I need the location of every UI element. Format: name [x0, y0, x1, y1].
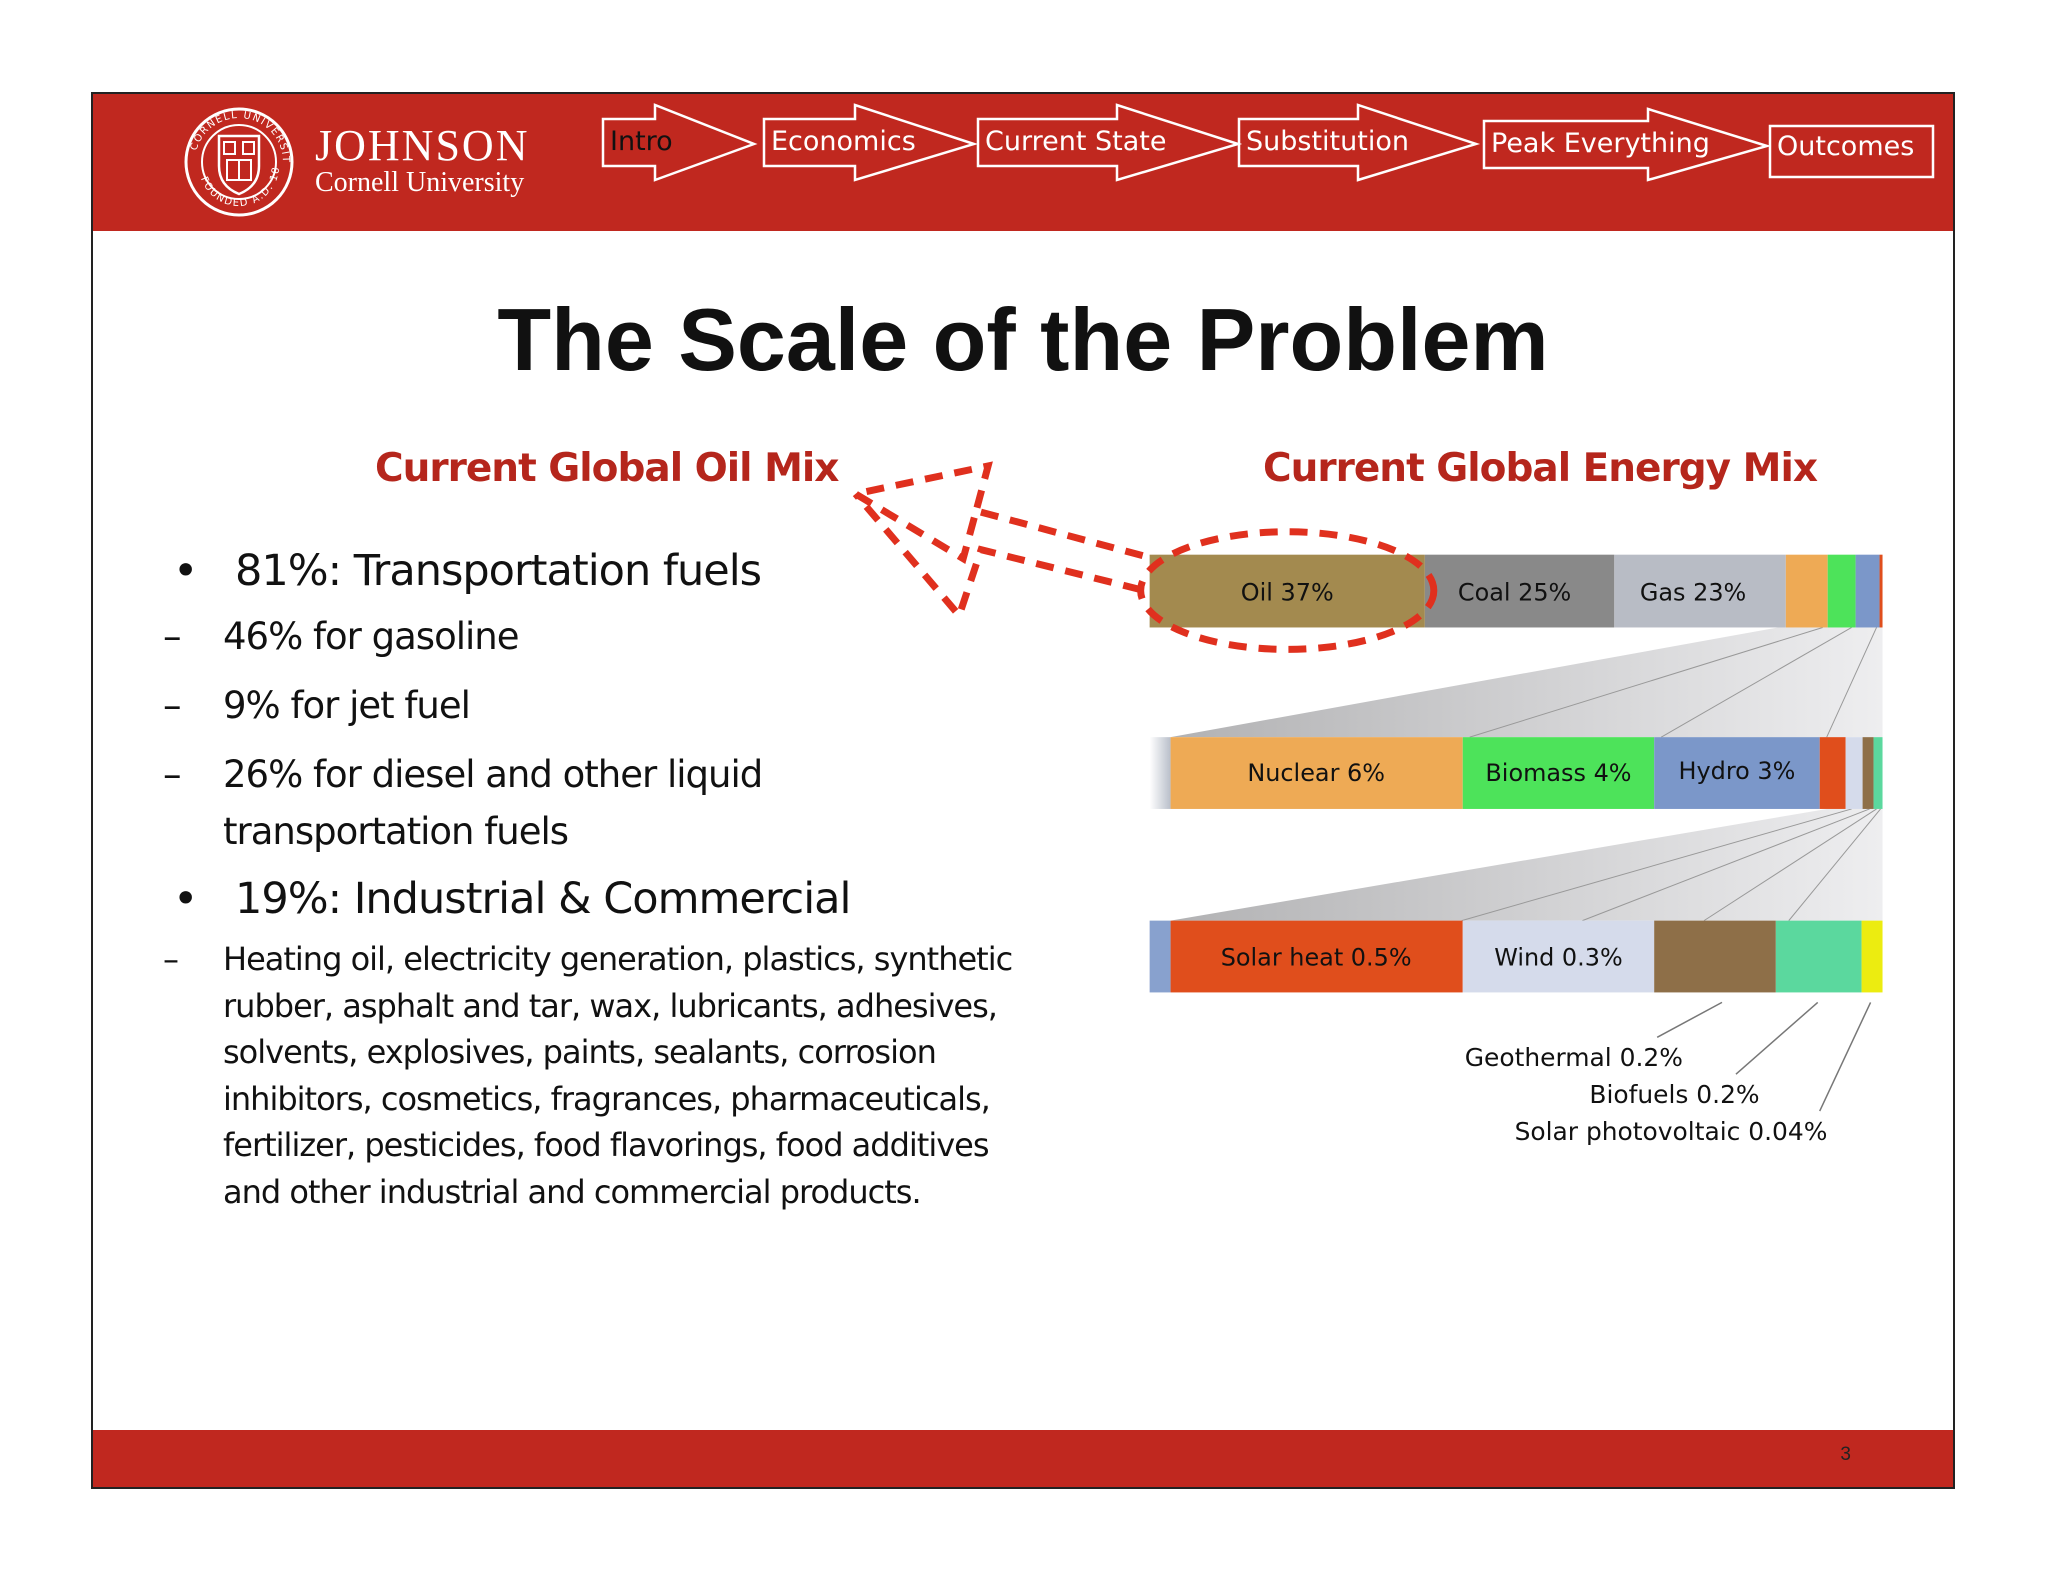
dashed-arrow-icon	[846, 461, 1144, 565]
nav-item-current-state[interactable]: Current State	[976, 103, 1243, 184]
callout-solar-pv: Solar photovoltaic 0.04%	[1515, 1117, 1828, 1146]
bullet-item: – Heating oil, electricity generation, p…	[163, 936, 1023, 1215]
energy-mix-heading: Current Global Energy Mix	[1263, 446, 1818, 491]
bullet-marker: –	[163, 615, 182, 658]
bullet-text: Heating oil, electricity generation, pla…	[223, 940, 1013, 1211]
segment-biofuels	[1873, 737, 1883, 809]
segment-hydro	[1654, 737, 1820, 809]
brand-logo: JOHNSON Cornell University	[315, 124, 529, 198]
brand-subtitle: Cornell University	[315, 167, 525, 198]
slide-title: The Scale of the Problem	[497, 290, 1549, 389]
page-number: 3	[1840, 1444, 1851, 1465]
segment-geothermal	[1862, 737, 1874, 809]
arrow-shape-icon	[976, 103, 1243, 182]
segment-biomass	[1462, 737, 1655, 809]
cornell-seal-icon: CORNELL UNIVERSITY FOUNDED A.D. 1865	[183, 106, 294, 217]
segment-solar-heat	[1170, 920, 1463, 993]
bullet-marker: –	[163, 940, 179, 978]
brand-name: JOHNSON	[315, 121, 530, 170]
nav-label: Current State	[985, 126, 1167, 157]
bullet-item: – 26% for diesel and other liquid transp…	[163, 746, 923, 860]
bullet-item: • 81%: Transportation fuels	[163, 544, 1033, 598]
nav-label: Outcomes	[1777, 131, 1915, 162]
arrow-shape-icon	[1237, 103, 1481, 182]
bullet-marker: •	[173, 874, 199, 924]
energy-bar-row-1: Oil 37% Coal 25% Gas 23%	[1149, 554, 1883, 628]
nav-label: Intro	[610, 126, 673, 157]
segment-gas	[1614, 554, 1786, 628]
bullet-text: 26% for diesel and other liquid transpor…	[223, 753, 763, 853]
arrow-shape-icon	[1482, 107, 1772, 182]
bullet-marker: –	[163, 684, 182, 727]
nav-item-economics[interactable]: Economics	[762, 103, 979, 184]
segment-label: Wind 0.3%	[1494, 943, 1623, 971]
segment-hydro	[1855, 554, 1880, 628]
bullet-marker: –	[163, 753, 182, 796]
segment-biofuels	[1775, 920, 1862, 993]
bullet-text: 46% for gasoline	[223, 615, 519, 658]
segment-solar-pv	[1861, 920, 1883, 993]
nav-label: Substitution	[1246, 126, 1409, 157]
dashed-ellipse-icon	[1137, 528, 1438, 653]
segment-label: Biomass 4%	[1485, 759, 1631, 787]
segment-other	[1879, 554, 1883, 628]
slide: CORNELL UNIVERSITY FOUNDED A.D. 1865 JOH…	[91, 92, 1955, 1489]
bullet-marker: •	[173, 546, 199, 596]
segment-label: Hydro 3%	[1679, 757, 1796, 785]
segment-label: Oil 37%	[1241, 579, 1334, 607]
bullet-list: • 81%: Transportation fuels – 46% for ga…	[163, 544, 1033, 1215]
segment-label: Solar heat 0.5%	[1221, 943, 1412, 971]
section-nav: Intro Economics Current State	[93, 94, 1953, 231]
energy-mix-chart: Oil 37% Coal 25% Gas 23% Nuclear 6% Biom…	[846, 461, 1883, 1146]
bullet-text: 9% for jet fuel	[223, 684, 471, 727]
energy-bar-row-2: Nuclear 6% Biomass 4% Hydro 3%	[1149, 737, 1883, 809]
segment-coal	[1424, 554, 1615, 628]
segment-label: Nuclear 6%	[1247, 759, 1385, 787]
segment-wind	[1845, 737, 1863, 809]
segment-geothermal	[1654, 920, 1776, 993]
callout-biofuels: Biofuels 0.2%	[1589, 1080, 1759, 1109]
segment-nuclear	[1170, 737, 1463, 809]
nav-label: Economics	[771, 126, 916, 157]
nav-item-peak-everything[interactable]: Peak Everything	[1482, 107, 1772, 188]
segment-label: Coal 25%	[1458, 579, 1571, 607]
segment-oil	[1149, 554, 1425, 628]
oil-highlight-annotation	[846, 461, 1438, 653]
bullet-item: • 19%: Industrial & Commercial	[163, 872, 1033, 926]
footer-bar: 3	[93, 1430, 1953, 1487]
callout-geothermal: Geothermal 0.2%	[1465, 1043, 1683, 1072]
segment-biomass	[1827, 554, 1856, 628]
box-shape-icon	[1768, 124, 1935, 179]
segment-nuclear	[1785, 554, 1828, 628]
segment-label: Gas 23%	[1640, 579, 1746, 607]
oil-mix-heading: Current Global Oil Mix	[375, 446, 839, 491]
nav-item-substitution[interactable]: Substitution	[1237, 103, 1481, 184]
nav-item-outcomes[interactable]: Outcomes	[1768, 124, 1935, 179]
arrow-shape-icon	[762, 103, 979, 182]
nav-item-intro[interactable]: Intro	[601, 103, 758, 184]
energy-bar-row-3: Solar heat 0.5% Wind 0.3%	[1149, 920, 1883, 993]
nav-label: Peak Everything	[1491, 128, 1710, 159]
callouts: Geothermal 0.2% Biofuels 0.2% Solar phot…	[1465, 1001, 1872, 1146]
bullet-item: – 9% for jet fuel	[163, 677, 1033, 734]
segment-solar-heat	[1819, 737, 1846, 809]
header-bar: CORNELL UNIVERSITY FOUNDED A.D. 1865 JOH…	[93, 94, 1953, 231]
bullet-item: – 46% for gasoline	[163, 608, 1033, 665]
arrow-shape-icon	[601, 103, 758, 182]
zoom-connector	[1170, 808, 1883, 921]
segment-wind	[1462, 920, 1655, 993]
zoom-connector	[1170, 627, 1883, 738]
bullet-text: 19%: Industrial & Commercial	[235, 874, 851, 924]
bullet-text: 81%: Transportation fuels	[235, 546, 762, 596]
